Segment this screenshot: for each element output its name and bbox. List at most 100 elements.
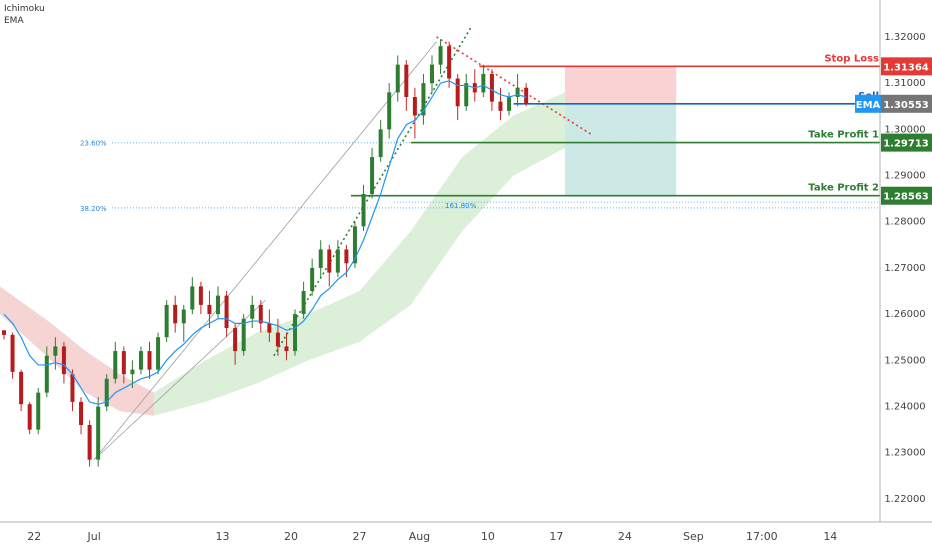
time-tick: 22 (27, 530, 41, 543)
price-tag-label-3: 1.28563 (883, 192, 929, 203)
time-tick: 17:00 (746, 530, 778, 543)
candle-body (327, 249, 332, 273)
candle-body (233, 327, 238, 352)
candle-body (224, 295, 229, 328)
candle-body (61, 346, 66, 375)
time-tick: 27 (353, 530, 367, 543)
candle-body (10, 334, 15, 372)
time-tick: 24 (618, 530, 632, 543)
candle-body (113, 351, 118, 379)
price-tick: 1.31000 (884, 78, 925, 89)
candle-body (53, 346, 58, 356)
candle-body (156, 337, 161, 370)
trend-line-1 (93, 299, 266, 460)
time-tick: 17 (549, 530, 563, 543)
candle-body (173, 304, 178, 324)
ema-tag (855, 94, 881, 113)
position-zones (564, 66, 677, 196)
time-tick: 13 (216, 530, 230, 543)
candle-body (284, 346, 289, 352)
candle-body (404, 64, 409, 98)
time-tick: 14 (823, 530, 837, 543)
candle-body (130, 369, 135, 375)
time-tick: Jul (87, 530, 101, 543)
price-tick: 1.27000 (884, 263, 925, 274)
trend-line-3 (436, 36, 592, 135)
fib-label-1: 38.20% (80, 205, 107, 213)
candle-body (147, 351, 152, 370)
fib-label-0: 23.60% (80, 140, 107, 148)
candle-body (198, 286, 203, 305)
level-name-0: Stop Loss (824, 53, 879, 64)
candle-body (524, 87, 529, 104)
candle-body (241, 318, 246, 352)
candle-body (438, 46, 443, 65)
candle-body (19, 371, 24, 405)
candle-body (267, 323, 272, 333)
candle-body (44, 355, 49, 393)
ema-tag-label: EMA (856, 100, 881, 111)
price-tag-label-1: 1.30553 (883, 100, 929, 111)
price-tick: 1.26000 (884, 309, 925, 320)
time-tick: Sep (683, 530, 704, 543)
candle-body (207, 304, 212, 315)
level-tags: 1.31364 1.30553 1.29713 1.28563 EMA (855, 57, 932, 205)
candle-body (344, 249, 349, 264)
candle-body (164, 304, 169, 338)
price-tick: 1.32000 (884, 32, 925, 43)
candle-body (352, 226, 357, 264)
price-tag-0 (881, 57, 932, 76)
candle-body (447, 46, 452, 79)
candle-body (87, 424, 92, 460)
time-tick: 10 (481, 530, 495, 543)
price-tag-label-0: 1.31364 (883, 62, 929, 73)
candle-body (138, 351, 143, 370)
candle-body (181, 309, 186, 324)
candle-body (216, 295, 220, 315)
candle-body (310, 267, 315, 292)
risk-zone (564, 66, 677, 104)
candle-body (27, 404, 32, 430)
candle-body (2, 330, 6, 335)
candle-body (421, 83, 426, 116)
indicator-ema: EMA (4, 16, 24, 26)
ema-line (3, 80, 527, 405)
level-name-2: Take Profit 1 (808, 130, 879, 141)
candle-body (481, 73, 486, 93)
level-name-3: Take Profit 2 (808, 183, 879, 194)
candle-body (464, 83, 469, 107)
candle-body (378, 129, 383, 158)
time-axis: 22 Jul 13 20 27 Aug 10 17 24 Sep 17:00 14 (0, 521, 932, 543)
fib-ext-label: 161.80% (445, 202, 476, 210)
price-tag-label-2: 1.29713 (883, 139, 929, 150)
candle-body (412, 97, 417, 116)
price-tag-3 (881, 186, 932, 205)
candle-body (190, 286, 195, 310)
candle-body (275, 332, 280, 347)
candle-body (318, 249, 323, 268)
price-axis: 1.32000 1.31000 1.30000 1.29000 1.28000 1.270… (879, 0, 926, 522)
candle-body (121, 351, 126, 375)
candle-body (507, 97, 512, 111)
candle-body (96, 406, 101, 460)
time-tick: Aug (409, 530, 430, 543)
candle-body (361, 194, 366, 227)
candle-body (70, 374, 75, 402)
candle-body (301, 291, 306, 315)
candle-body (36, 392, 41, 430)
candle-body (250, 304, 255, 319)
ema-polyline (3, 80, 527, 405)
candle-body (498, 101, 503, 111)
candle-body (430, 64, 434, 84)
candle-body (387, 92, 392, 130)
candle-body (395, 64, 400, 93)
candle-body (104, 378, 109, 407)
price-tick: 1.29000 (884, 171, 925, 182)
candle-body (489, 73, 494, 102)
candle-body (258, 304, 263, 324)
reward-zone (564, 103, 677, 196)
price-tag-2 (881, 133, 932, 152)
price-tick: 1.23000 (884, 448, 925, 459)
candle-body (79, 401, 84, 425)
